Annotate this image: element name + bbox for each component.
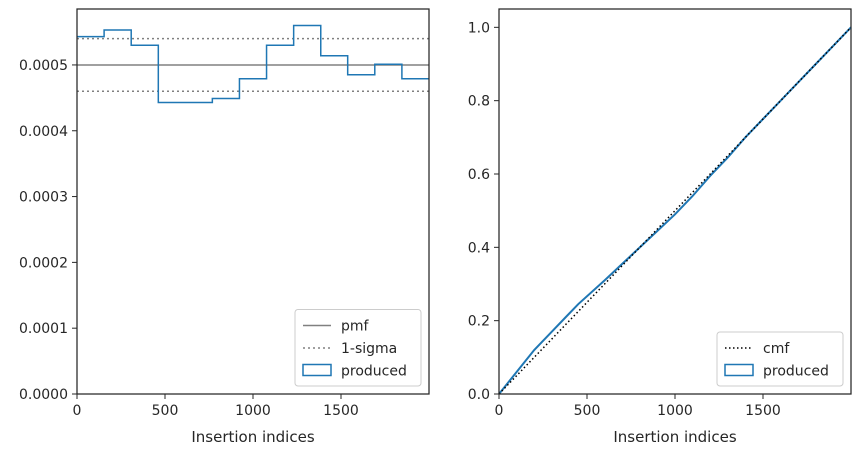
x-tick-label: 500 bbox=[152, 403, 179, 419]
plot-frame bbox=[76, 8, 430, 395]
legend-label-cmf: cmf bbox=[763, 341, 790, 357]
legend-box bbox=[716, 331, 844, 387]
legend-label-produced: produced bbox=[341, 364, 407, 380]
x-tick-label: 0 bbox=[495, 403, 504, 419]
y-tick-label: 0.0005 bbox=[19, 58, 68, 74]
left-panel-pmf: 0 500 1000 1500 0.0000 0.0001 0.0002 0.0003 0.00… bbox=[19, 8, 430, 446]
y-tick-label: 0.4 bbox=[468, 240, 490, 256]
y-tick-label: 0.0004 bbox=[19, 124, 68, 140]
legend-label-produced: produced bbox=[763, 364, 829, 380]
legend-box bbox=[294, 309, 422, 387]
y-tick-label: 0.2 bbox=[468, 314, 490, 330]
x-tick-label: 1000 bbox=[235, 403, 271, 419]
legend-handle-produced bbox=[302, 363, 332, 377]
y-tick-label: 0.0 bbox=[468, 387, 490, 403]
legend-label-sigma: 1-sigma bbox=[341, 341, 397, 357]
x-tick-label: 1500 bbox=[745, 403, 781, 419]
cmf-line bbox=[498, 26, 852, 395]
produced-histogram bbox=[77, 24, 429, 104]
y-tick-label: 1.0 bbox=[468, 20, 490, 36]
x-axis-label: Insertion indices bbox=[191, 428, 314, 446]
y-tick-label: 0.0002 bbox=[19, 255, 68, 271]
x-tick-label: 1500 bbox=[323, 403, 359, 419]
legend-handle-produced bbox=[724, 363, 754, 377]
y-tick-label: 0.8 bbox=[468, 94, 490, 110]
legend: pmf 1-sigma produced bbox=[294, 309, 422, 387]
x-tick-label: 1000 bbox=[657, 403, 693, 419]
y-tick-label: 0.0003 bbox=[19, 190, 68, 206]
plot-frame bbox=[498, 8, 852, 395]
right-panel-cmf: 0 500 1000 1500 0.0 0.2 0.4 0.6 0.8 1.0 Insertion … bbox=[468, 8, 852, 446]
x-tick-label: 0 bbox=[73, 403, 82, 419]
y-tick-label: 0.6 bbox=[468, 167, 490, 183]
legend-label-pmf: pmf bbox=[341, 319, 370, 335]
y-tick-label: 0.0001 bbox=[19, 321, 68, 337]
x-tick-label: 500 bbox=[574, 403, 601, 419]
legend: cmf produced bbox=[716, 331, 844, 387]
x-axis-label: Insertion indices bbox=[613, 428, 736, 446]
y-tick-label: 0.0000 bbox=[19, 387, 68, 403]
